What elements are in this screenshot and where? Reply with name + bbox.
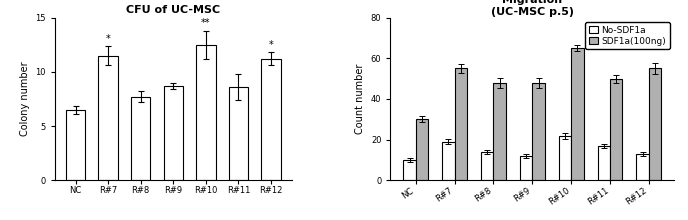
Bar: [131, 97, 151, 180]
Bar: [442, 142, 455, 180]
Bar: [403, 160, 416, 180]
Bar: [559, 136, 571, 180]
Bar: [164, 86, 183, 180]
Bar: [649, 68, 661, 180]
Bar: [416, 119, 428, 180]
Bar: [228, 87, 248, 180]
Title: Migration
(UC-MSC p.5): Migration (UC-MSC p.5): [491, 0, 574, 17]
Y-axis label: Colony number: Colony number: [20, 62, 30, 136]
Bar: [636, 154, 649, 180]
Bar: [533, 83, 545, 180]
Bar: [66, 110, 85, 180]
Bar: [610, 79, 623, 180]
Bar: [520, 156, 533, 180]
Bar: [261, 59, 281, 180]
Bar: [571, 48, 583, 180]
Title: CFU of UC-MSC: CFU of UC-MSC: [126, 6, 220, 15]
Text: **: **: [201, 18, 211, 28]
Legend: No-SDF1a, SDF1a(100ng): No-SDF1a, SDF1a(100ng): [585, 22, 669, 49]
Bar: [196, 45, 215, 180]
Bar: [98, 56, 118, 180]
Bar: [598, 146, 610, 180]
Bar: [455, 68, 467, 180]
Text: *: *: [268, 40, 273, 50]
Text: *: *: [106, 34, 111, 44]
Bar: [493, 83, 506, 180]
Y-axis label: Count number: Count number: [355, 64, 365, 134]
Bar: [481, 152, 493, 180]
